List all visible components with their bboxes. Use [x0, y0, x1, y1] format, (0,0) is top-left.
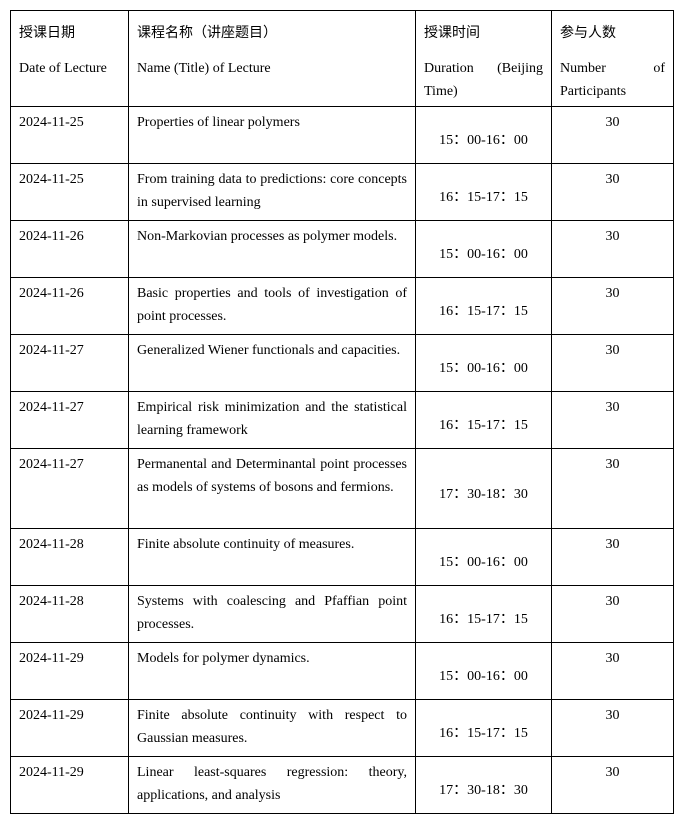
time-cell: 17：30-18：30 — [415, 448, 552, 529]
time-cell: 15：00-16：00 — [415, 106, 552, 164]
table-row: 2024-11-29 Linear least-squares regressio… — [10, 756, 674, 814]
table-row: 2024-11-27 Empirical risk minimization an… — [10, 391, 674, 449]
table-row: 2024-11-26 Basic properties and tools of … — [10, 277, 674, 335]
table-row: 2024-11-25 From training data to predicti… — [10, 163, 674, 221]
header-participants: 参与人数 Number of Participants — [551, 10, 674, 107]
date-cell: 2024-11-27 — [10, 391, 129, 449]
date-cell: 2024-11-25 — [10, 106, 129, 164]
title-cell: Properties of linear polymers — [128, 106, 416, 164]
time-cell: 16：15-17：15 — [415, 163, 552, 221]
title-cell: Finite absolute continuity with respect … — [128, 699, 416, 757]
time-cell: 16：15-17：15 — [415, 277, 552, 335]
title-cell: Finite absolute continuity of measures. — [128, 528, 416, 586]
date-cell: 2024-11-29 — [10, 642, 129, 700]
header-duration: 授课时间 Duration (Beijing Time) — [415, 10, 552, 107]
table-row: 2024-11-28 Systems with coalescing and Pf… — [10, 585, 674, 643]
date-cell: 2024-11-29 — [10, 699, 129, 757]
participants-cell: 30 — [551, 756, 674, 814]
header-date: 授课日期 Date of Lecture — [10, 10, 129, 107]
title-cell: From training data to predictions: core … — [128, 163, 416, 221]
time-cell: 15：00-16：00 — [415, 334, 552, 392]
time-cell: 16：15-17：15 — [415, 391, 552, 449]
table-row: 2024-11-28 Finite absolute continuity of … — [10, 528, 674, 586]
header-title: 课程名称（讲座题目） Name (Title) of Lecture — [128, 10, 416, 107]
date-cell: 2024-11-28 — [10, 528, 129, 586]
participants-cell: 30 — [551, 391, 674, 449]
title-cell: Empirical risk minimization and the stat… — [128, 391, 416, 449]
table-row: 2024-11-25 Properties of linear polymers 1… — [10, 106, 674, 164]
title-cell: Permanental and Determinantal point proc… — [128, 448, 416, 529]
title-cell: Generalized Wiener functionals and capac… — [128, 334, 416, 392]
date-cell: 2024-11-29 — [10, 756, 129, 814]
title-cell: Non-Markovian processes as polymer model… — [128, 220, 416, 278]
table-row: 2024-11-27 Permanental and Determinantal … — [10, 448, 674, 529]
title-cell: Systems with coalescing and Pfaffian poi… — [128, 585, 416, 643]
table-header-row: 授课日期 Date of Lecture 课程名称（讲座题目） Name (Titl… — [10, 10, 674, 107]
participants-cell: 30 — [551, 334, 674, 392]
date-cell: 2024-11-27 — [10, 334, 129, 392]
time-cell: 16：15-17：15 — [415, 585, 552, 643]
participants-cell: 30 — [551, 585, 674, 643]
table-row: 2024-11-27 Generalized Wiener functionals… — [10, 334, 674, 392]
participants-cell: 30 — [551, 642, 674, 700]
participants-cell: 30 — [551, 528, 674, 586]
title-cell: Models for polymer dynamics. — [128, 642, 416, 700]
table-row: 2024-11-26 Non-Markovian processes as pol… — [10, 220, 674, 278]
participants-cell: 30 — [551, 163, 674, 221]
table-row: 2024-11-29 Finite absolute continuity wit… — [10, 699, 674, 757]
title-cell: Linear least-squares regression: theory,… — [128, 756, 416, 814]
time-cell: 15：00-16：00 — [415, 642, 552, 700]
time-cell: 17：30-18：30 — [415, 756, 552, 814]
date-cell: 2024-11-26 — [10, 220, 129, 278]
title-cell: Basic properties and tools of investigat… — [128, 277, 416, 335]
date-cell: 2024-11-28 — [10, 585, 129, 643]
table-row: 2024-11-29 Models for polymer dynamics. 15… — [10, 642, 674, 700]
time-cell: 16：15-17：15 — [415, 699, 552, 757]
participants-cell: 30 — [551, 220, 674, 278]
participants-cell: 30 — [551, 448, 674, 529]
date-cell: 2024-11-25 — [10, 163, 129, 221]
date-cell: 2024-11-26 — [10, 277, 129, 335]
lecture-schedule-table: 授课日期 Date of Lecture 课程名称（讲座题目） Name (Titl… — [10, 10, 674, 814]
participants-cell: 30 — [551, 277, 674, 335]
date-cell: 2024-11-27 — [10, 448, 129, 529]
time-cell: 15：00-16：00 — [415, 220, 552, 278]
time-cell: 15：00-16：00 — [415, 528, 552, 586]
participants-cell: 30 — [551, 699, 674, 757]
participants-cell: 30 — [551, 106, 674, 164]
